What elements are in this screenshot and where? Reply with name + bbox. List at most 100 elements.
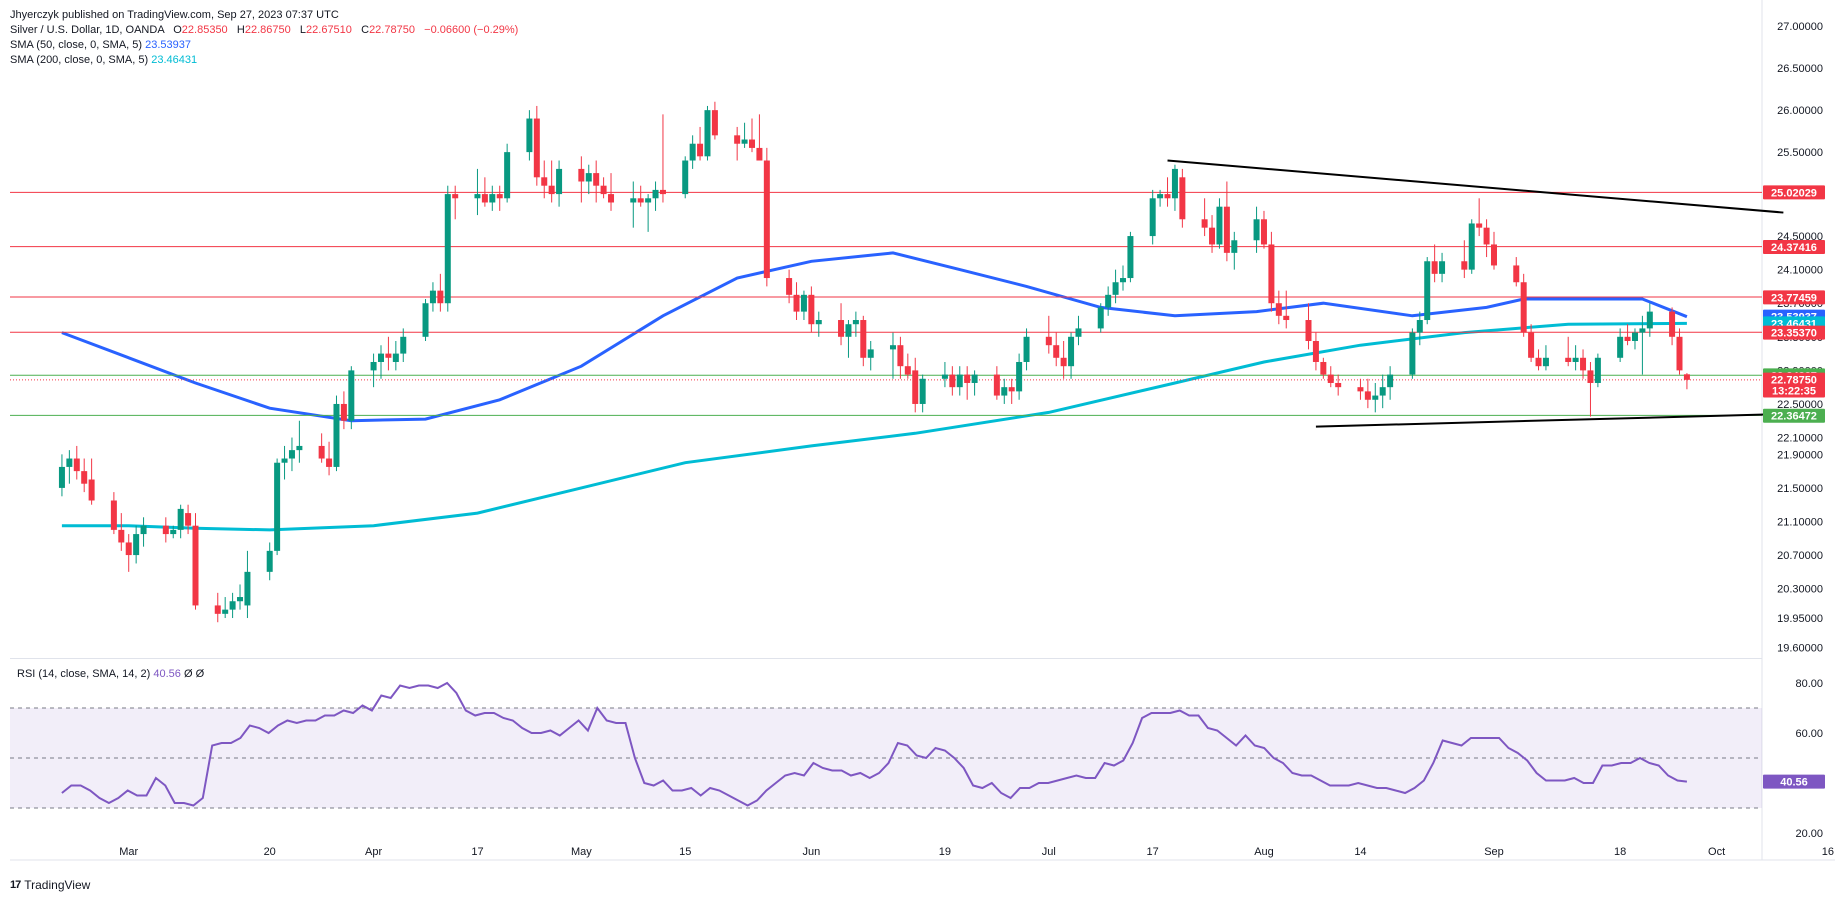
candle-body bbox=[1639, 328, 1646, 333]
candle-body bbox=[1327, 374, 1334, 383]
candle bbox=[110, 492, 117, 535]
candle-body bbox=[711, 110, 718, 136]
candle-body bbox=[1683, 374, 1690, 380]
candle-body bbox=[73, 458, 80, 472]
candle bbox=[1587, 361, 1594, 417]
candle bbox=[852, 311, 859, 337]
time-tick-label: 15 bbox=[679, 846, 691, 858]
sma50-legend[interactable]: SMA (50, close, 0, SMA, 5) 23.53937 bbox=[10, 38, 518, 53]
candle-body bbox=[1424, 261, 1431, 321]
candle-body bbox=[288, 450, 295, 459]
candle bbox=[971, 370, 978, 396]
candle-body bbox=[222, 609, 229, 614]
pane-separator[interactable] bbox=[10, 658, 1762, 659]
candle bbox=[541, 160, 548, 199]
candle-body bbox=[1491, 244, 1497, 266]
candle-body bbox=[58, 466, 65, 488]
candle bbox=[912, 357, 919, 413]
candle bbox=[1528, 324, 1535, 362]
candle-body bbox=[652, 189, 659, 199]
candle-body bbox=[1624, 336, 1631, 341]
candle-body bbox=[689, 143, 696, 161]
candle bbox=[1372, 382, 1379, 413]
candle-body bbox=[1580, 357, 1587, 371]
candle-body bbox=[170, 529, 177, 535]
candle-body bbox=[1068, 336, 1075, 367]
rsi-legend[interactable]: RSI (14, close, SMA, 14, 2) 40.56 Ø Ø bbox=[17, 668, 204, 680]
candle bbox=[1305, 303, 1312, 350]
candle bbox=[1209, 215, 1216, 253]
candle bbox=[1060, 341, 1067, 379]
candle bbox=[1223, 181, 1230, 262]
candle-body bbox=[1431, 261, 1438, 274]
candle-body bbox=[177, 508, 184, 530]
candle-body bbox=[1528, 332, 1535, 358]
candle bbox=[734, 126, 741, 161]
candle bbox=[1075, 315, 1082, 346]
candle bbox=[585, 164, 592, 195]
candle-body bbox=[1387, 374, 1394, 388]
low-label: L bbox=[299, 24, 307, 36]
candle bbox=[904, 353, 911, 379]
candle bbox=[704, 105, 711, 161]
rsi-label: RSI (14, close, SMA, 14, 2) bbox=[17, 668, 151, 680]
candle-body bbox=[756, 147, 763, 161]
price-tick-label: 19.60000 bbox=[1777, 642, 1823, 654]
candle-body bbox=[749, 139, 755, 148]
candle bbox=[481, 177, 488, 207]
price-tag: 24.37416 bbox=[1763, 239, 1825, 254]
candle bbox=[296, 420, 303, 463]
rsi-value-tag: 40.56 bbox=[1763, 774, 1825, 789]
candle bbox=[1275, 290, 1282, 325]
candle-body bbox=[140, 525, 147, 535]
candle bbox=[1045, 315, 1052, 354]
time-tick-label: 16 bbox=[1822, 846, 1834, 858]
candle bbox=[400, 328, 407, 362]
candle-body bbox=[1008, 387, 1015, 392]
candle-body bbox=[1631, 332, 1638, 341]
candle-body bbox=[1216, 206, 1223, 245]
candle-body bbox=[281, 458, 288, 463]
candle bbox=[711, 101, 718, 140]
candle-body bbox=[548, 185, 555, 195]
candle-body bbox=[838, 320, 845, 337]
price-tick-label: 22.10000 bbox=[1777, 433, 1823, 445]
candle bbox=[956, 366, 963, 396]
time-tick-label: Oct bbox=[1708, 846, 1725, 858]
candle-body bbox=[860, 320, 867, 358]
rsi-pane[interactable]: 80.00 60.00 20.00 40.56 bbox=[10, 678, 1825, 840]
tradingview-brand: TradingView bbox=[24, 878, 91, 892]
candle-body bbox=[845, 324, 852, 337]
candle-body bbox=[1476, 223, 1483, 228]
candle bbox=[838, 303, 845, 346]
candle-body bbox=[326, 458, 333, 467]
candle-body bbox=[444, 194, 451, 304]
candle-body bbox=[88, 479, 95, 501]
candle-body bbox=[1535, 357, 1542, 367]
time-tick-label: 19 bbox=[939, 846, 951, 858]
candle bbox=[333, 395, 340, 472]
candle-body bbox=[704, 110, 711, 157]
candle-body bbox=[1312, 341, 1319, 362]
candle-body bbox=[162, 525, 169, 535]
footer[interactable]: 17 TradingView bbox=[10, 878, 90, 892]
candle-body bbox=[1416, 320, 1423, 333]
symbol-name[interactable]: Silver / U.S. Dollar, 1D, OANDA bbox=[10, 24, 165, 36]
sma50-path bbox=[61, 251, 1688, 423]
candle-body bbox=[904, 366, 911, 375]
candle bbox=[133, 525, 140, 564]
sma200-legend[interactable]: SMA (200, close, 0, SMA, 5) 23.46431 bbox=[10, 53, 518, 68]
time-axis[interactable]: Mar 20 Apr 17 May 15 Jun 19 Jul 17 Aug 14 Sep 18 Oct 16… bbox=[10, 846, 1835, 861]
candle-body bbox=[110, 500, 117, 530]
candle bbox=[185, 504, 192, 535]
candle-body bbox=[800, 294, 807, 312]
open-value: 22.85350 bbox=[181, 24, 228, 36]
candle bbox=[1127, 231, 1134, 283]
candle-body bbox=[1520, 282, 1527, 333]
candle-body bbox=[429, 290, 436, 304]
candle bbox=[919, 374, 926, 413]
candle-body bbox=[1179, 177, 1186, 220]
close-label: C bbox=[361, 24, 370, 36]
candle-body bbox=[385, 353, 392, 358]
